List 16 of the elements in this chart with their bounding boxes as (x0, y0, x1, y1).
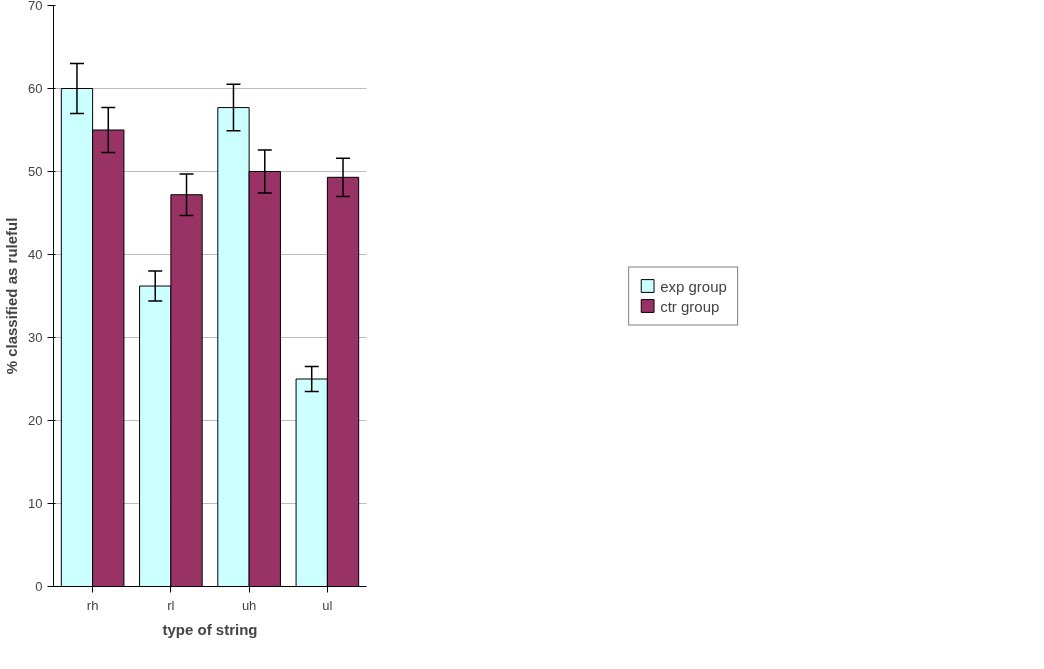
y-tick-label: 10 (28, 496, 43, 511)
y-tick-label: 50 (28, 164, 43, 179)
y-tick-label: 60 (28, 81, 43, 96)
y-axis-title: % classified as ruleful (3, 217, 21, 375)
legend-label: ctr group (660, 297, 720, 314)
legend-label: exp group (660, 277, 727, 294)
y-tick-label: 30 (28, 330, 43, 345)
x-tick-label: rh (86, 597, 99, 613)
y-tick-label: 70 (28, 0, 43, 13)
x-axis-title: type of string (162, 620, 258, 638)
y-tick-label: 20 (28, 413, 43, 428)
x-tick-label: uh (241, 597, 257, 613)
y-tick-label: 40 (28, 247, 43, 262)
x-tick-label: rl (167, 597, 175, 613)
y-tick-label: 0 (35, 579, 43, 594)
x-tick-label: ul (322, 597, 333, 613)
